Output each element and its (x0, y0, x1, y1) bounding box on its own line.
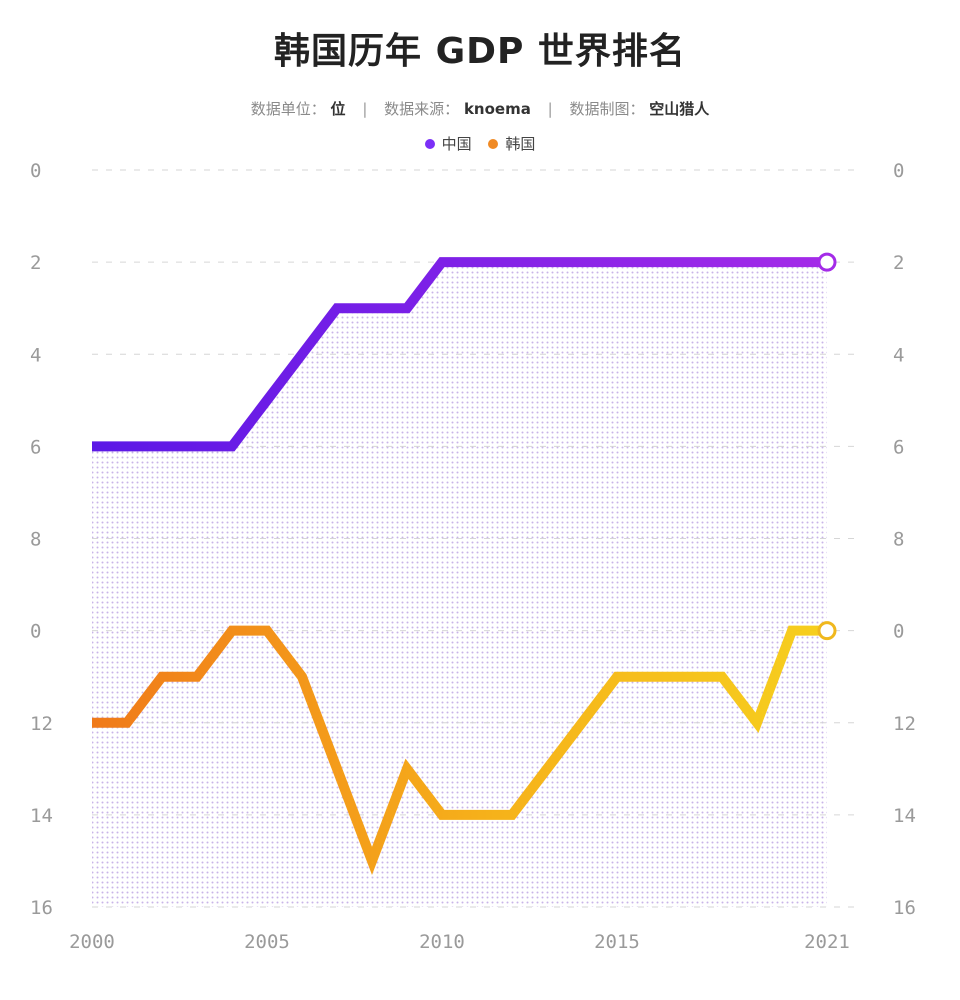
y-tick-label-right: 16 (893, 897, 916, 919)
y-tick-label-right: 4 (893, 344, 904, 366)
y-tick-label-left: 0 (30, 621, 41, 643)
x-tick-label: 2015 (594, 931, 640, 953)
source-label: 数据来源： (384, 100, 460, 118)
chart-legend: 中国 韩国 (0, 133, 960, 154)
end-marker-china (817, 252, 837, 272)
legend-item-korea[interactable]: 韩国 (488, 133, 535, 154)
x-tick-label: 2010 (419, 931, 465, 953)
dotted-area (92, 262, 827, 907)
y-tick-label-left: 2 (30, 252, 41, 274)
author-value: 空山猎人 (649, 100, 710, 118)
legend-dot-icon (424, 139, 435, 149)
end-marker-korea (817, 621, 837, 641)
y-tick-label-right: 8 (893, 529, 904, 551)
legend-dot-icon (488, 139, 499, 149)
legend-item-china[interactable]: 中国 (424, 133, 472, 154)
y-tick-label-left: 6 (30, 436, 41, 458)
y-tick-label-right: 6 (893, 436, 904, 458)
chart-subtitle: 数据单位： 位 | 数据来源： knoema | 数据制图： 空山猎人 (0, 98, 960, 119)
y-tick-label-right: 0 (893, 621, 904, 643)
series-line-korea (92, 625, 827, 876)
unit-value: 位 (330, 100, 346, 118)
separator: | (547, 100, 553, 118)
author-label: 数据制图： (569, 100, 645, 118)
legend-label-korea: 韩国 (505, 135, 536, 153)
y-tick-label-left: 14 (30, 805, 53, 827)
y-tick-label-right: 12 (893, 713, 916, 735)
series-line-china (92, 257, 827, 452)
x-tick-label: 2005 (244, 931, 290, 953)
y-tick-label-right: 0 (893, 160, 904, 182)
legend-label-china: 中国 (441, 135, 472, 153)
x-tick-label: 2021 (804, 931, 850, 953)
y-tick-label-left: 16 (30, 897, 53, 919)
y-tick-label-right: 2 (893, 252, 904, 274)
chart-title: 韩国历年 GDP 世界排名 (274, 31, 686, 72)
source-value: knoema (463, 100, 531, 118)
separator: | (362, 100, 368, 118)
y-tick-label-left: 0 (30, 160, 41, 182)
x-tick-label: 2000 (69, 931, 115, 953)
unit-label: 数据单位： (250, 100, 326, 118)
y-tick-label-right: 14 (893, 805, 916, 827)
y-tick-label-left: 4 (30, 344, 41, 366)
y-tick-label-left: 8 (30, 529, 41, 551)
y-tick-label-left: 12 (30, 713, 53, 735)
